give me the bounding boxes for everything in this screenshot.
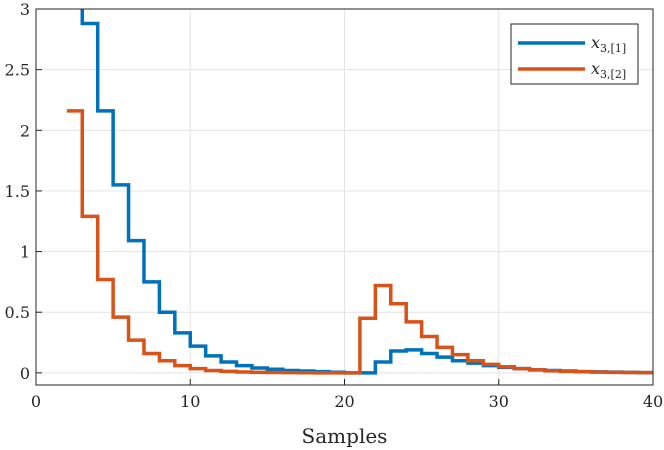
legend-box <box>510 23 639 85</box>
y-tick-label: 1 <box>20 243 30 262</box>
y-tick-label: 2 <box>20 121 30 140</box>
legend: x3,[1]x3,[2] <box>510 23 639 85</box>
y-tick-label: 0 <box>20 364 30 383</box>
legend-label-subscript: 3,[2] <box>600 68 626 81</box>
legend-label-1: x3,[1] <box>591 33 626 55</box>
legend-label-subscript: 3,[1] <box>600 42 626 55</box>
x-tick-label: 20 <box>334 392 354 411</box>
legend-label-main: x <box>591 59 600 78</box>
x-tick-label: 0 <box>31 392 41 411</box>
x-tick-label: 10 <box>180 392 200 411</box>
y-tick-label: 2.5 <box>5 61 30 80</box>
series-line-2 <box>66 109 653 375</box>
y-tick-label: 3 <box>20 0 30 19</box>
y-tick-label: 1.5 <box>5 182 30 201</box>
legend-label-2: x3,[2] <box>591 59 626 81</box>
x-axis-label: Samples <box>302 424 388 448</box>
legend-label-main: x <box>591 33 600 52</box>
x-tick-label: 40 <box>643 392 663 411</box>
y-tick-label: 0.5 <box>5 303 30 322</box>
x-tick-label: 30 <box>489 392 509 411</box>
series-group <box>66 9 653 375</box>
ticks: 0 10 20 30 40 0 0.5 1 1.5 2 2.5 3 <box>5 0 664 411</box>
